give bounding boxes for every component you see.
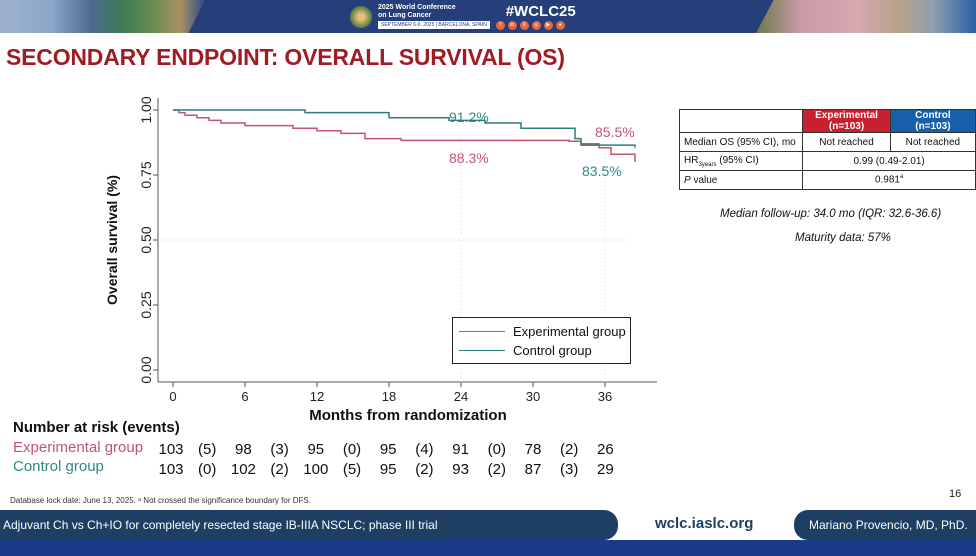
risk-value: 26 (597, 441, 614, 458)
page-number: 16 (949, 488, 962, 500)
y-tick-label: 0.50 (138, 226, 154, 254)
table-row: Median OS (95% CI), mo Not reached Not r… (678, 132, 976, 152)
median-followup-note: Median follow-up: 34.0 mo (IQR: 32.6-36.… (720, 208, 942, 220)
risk-table-title: Number at risk (events) (13, 419, 180, 436)
km-curve-control (173, 109, 636, 148)
banner-photo-left (0, 0, 205, 33)
risk-value: 29 (597, 461, 614, 478)
risk-value: 95 (379, 441, 397, 458)
row-label-hr: HR3years (95% CI) (678, 151, 804, 171)
social-icons: f in X ◎ ▶ ● (495, 20, 576, 30)
instagram-icon: ◎ (531, 20, 541, 30)
conference-name-line2: on Lung Cancer (378, 12, 432, 19)
footer-trial-title: Adjuvant Ch vs Ch+IO for completely rese… (0, 510, 618, 540)
conference-hashtag: #WCLC25 (505, 2, 576, 20)
x-tick-label: 0 (169, 389, 177, 404)
legend-item-experimental: Experimental group (459, 324, 626, 339)
youtube-icon: ▶ (543, 20, 553, 30)
legend-swatch (459, 349, 505, 352)
row-label-median-os: Median OS (95% CI), mo (678, 132, 804, 152)
header-experimental: Experimental (n=103) (802, 109, 891, 133)
y-axis-title: Overall survival (%) (104, 175, 120, 305)
risk-value: (2) (560, 441, 579, 458)
wechat-icon: ● (555, 20, 565, 30)
footnote: Database lock date: June 13, 2025. ᵃ Not… (10, 496, 311, 505)
risk-value: 100 (303, 461, 329, 478)
header-control: Control (n=103) (889, 109, 976, 133)
risk-value: 95 (307, 441, 325, 458)
p-value: 0.981a (802, 170, 976, 190)
x-tick-label: 12 (309, 389, 325, 404)
annotation-experimental-36m: 85.5% (595, 124, 635, 140)
conference-banner: 2025 World Conference on Lung Cancer SEP… (0, 0, 976, 33)
x-tick-label: 30 (525, 389, 541, 404)
risk-value: 95 (379, 461, 397, 478)
y-tick-label: 0.00 (138, 356, 154, 384)
risk-value: 93 (452, 461, 469, 478)
x-tick-label: 24 (453, 389, 469, 404)
banner-photo-right (756, 0, 976, 33)
slide-title: SECONDARY ENDPOINT: OVERALL SURVIVAL (OS… (6, 44, 565, 70)
maturity-note: Maturity data: 57% (795, 232, 891, 244)
annotation-experimental-24m: 88.3% (449, 150, 489, 166)
risk-value: 102 (230, 461, 256, 478)
risk-value: 103 (158, 441, 184, 458)
hr-value: 0.99 (0.49-2.01) (802, 151, 976, 171)
risk-value: 87 (524, 461, 542, 478)
chart-legend: Experimental group Control group (452, 317, 631, 364)
x-icon: X (519, 20, 529, 30)
risk-value: (0) (487, 441, 506, 458)
risk-value: 98 (235, 441, 252, 458)
footer-background (0, 540, 976, 556)
conference-branding: 2025 World Conference on Lung Cancer SEP… (350, 0, 576, 33)
risk-value: (3) (560, 461, 579, 478)
y-tick-label: 0.25 (138, 291, 154, 319)
legend-label: Experimental group (513, 324, 626, 339)
risk-value: 103 (158, 461, 184, 478)
risk-value: (5) (342, 461, 362, 478)
footer-url[interactable]: wclc.iaslc.org (655, 515, 754, 532)
km-curve-experimental (173, 109, 636, 162)
x-tick-label: 18 (381, 389, 397, 404)
table-corner-cell (678, 109, 804, 133)
annotation-control-36m: 83.5% (582, 163, 622, 179)
legend-item-control: Control group (459, 343, 592, 358)
risk-value: (4) (415, 441, 434, 458)
os-summary-table: Experimental (n=103) Control (n=103) Media… (678, 109, 976, 190)
median-os-control: Not reached (889, 132, 976, 152)
risk-value: (2) (487, 461, 506, 478)
risk-value: (5) (198, 441, 217, 458)
risk-row-label-experimental: Experimental group (13, 439, 144, 456)
annotation-control-24m: 91.2% (449, 109, 489, 125)
row-label-p-value: P value (678, 170, 804, 190)
risk-value: (2) (415, 461, 434, 478)
legend-label: Control group (513, 343, 592, 358)
footer-presenter: Mariano Provencio, MD, PhD. (794, 510, 976, 540)
table-row: P value 0.981a (678, 170, 976, 190)
x-tick-label: 6 (241, 389, 249, 404)
risk-value: (3) (270, 441, 289, 458)
risk-row-label-control: Control group (13, 458, 104, 475)
risk-value: (0) (342, 441, 362, 458)
median-os-experimental: Not reached (802, 132, 891, 152)
x-axis-title: Months from randomization (309, 407, 507, 424)
risk-value: 91 (452, 441, 469, 458)
table-row: HR3years (95% CI) 0.99 (0.49-2.01) (678, 151, 976, 171)
linkedin-icon: in (507, 20, 517, 30)
conference-name-line1: 2025 World Conference (378, 4, 456, 11)
y-tick-label: 0.75 (138, 161, 154, 189)
risk-value: (2) (270, 461, 289, 478)
risk-value: 78 (524, 441, 542, 458)
legend-swatch (459, 330, 505, 333)
facebook-icon: f (495, 20, 505, 30)
y-tick-label: 1.00 (138, 96, 154, 124)
conference-logo-icon (350, 5, 372, 28)
risk-value: (0) (198, 461, 217, 478)
conference-dates: SEPTEMBER 6-9, 2025 | BARCELONA, SPAIN (378, 21, 490, 29)
x-tick-label: 36 (597, 389, 613, 404)
